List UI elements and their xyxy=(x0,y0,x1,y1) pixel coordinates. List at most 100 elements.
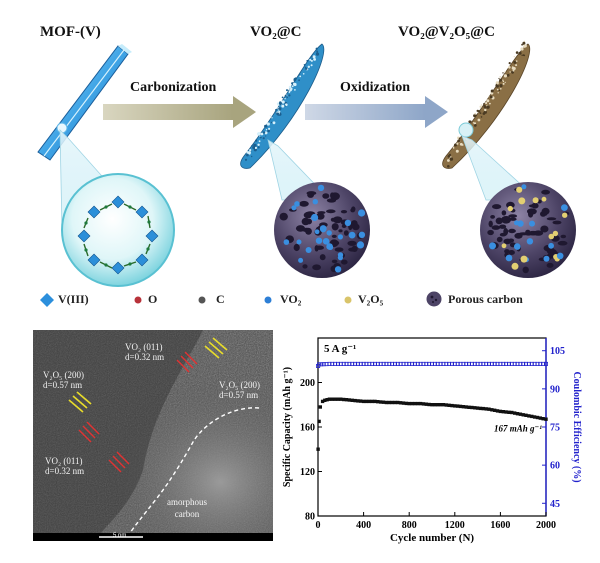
y-right-tick-label: 75 xyxy=(550,423,560,434)
capacity-point xyxy=(320,399,325,404)
capacity-point xyxy=(473,406,477,410)
legend-c: C xyxy=(216,292,225,306)
capacity-point xyxy=(498,409,503,414)
x-tick-label: 1600 xyxy=(490,520,510,531)
capacity-point xyxy=(398,401,403,405)
capacity-point xyxy=(530,414,534,419)
capacity-point xyxy=(470,405,474,410)
amorphous-boundary xyxy=(124,407,260,541)
porous-carbon-sphere-icon xyxy=(426,291,442,307)
capacity-point xyxy=(418,401,423,406)
efficiency-point xyxy=(410,361,415,366)
efficiency-point xyxy=(327,361,332,366)
efficiency-point xyxy=(484,361,489,366)
x-tick-label: 2000 xyxy=(536,520,556,531)
capacity-point xyxy=(367,399,371,404)
capacity-point xyxy=(325,398,329,402)
final-capacity-annotation: 167 mAh g⁻¹ xyxy=(494,423,542,433)
capacity-point xyxy=(373,399,377,404)
efficiency-point xyxy=(543,361,548,366)
capacity-point xyxy=(384,400,389,405)
capacity-point xyxy=(407,401,411,406)
capacity-point xyxy=(538,416,542,420)
efficiency-point xyxy=(317,362,322,367)
efficiency-point xyxy=(449,361,454,366)
capacity-point xyxy=(390,400,394,405)
capacity-point xyxy=(330,397,334,401)
vo2c-porous-sphere xyxy=(274,182,370,278)
capacity-point xyxy=(396,400,400,405)
capacity-point xyxy=(515,412,520,416)
efficiency-point xyxy=(455,361,460,366)
efficiency-point xyxy=(361,361,366,366)
capacity-point xyxy=(316,447,320,451)
capacity-point xyxy=(478,406,483,411)
stage-label-final: VO₂@V₂O₅@C xyxy=(398,24,495,40)
legend: V(III) O C VO₂ V₂O₅ Porous carbon xyxy=(28,290,588,310)
tem-label-3: V₂O₅ (200) d=0.57 nm xyxy=(219,380,261,400)
capacity-point xyxy=(344,398,349,402)
vo2c-spindle xyxy=(240,43,325,169)
efficiency-point xyxy=(347,361,352,366)
y-left-axis-label: Specific Capacity (mAh g⁻¹) xyxy=(282,367,293,487)
stage-label-mof: MOF-(V) xyxy=(40,24,101,40)
x-tick-label: 400 xyxy=(356,520,371,531)
x-tick-label: 1200 xyxy=(445,520,465,531)
capacity-point xyxy=(444,403,448,407)
capacity-point xyxy=(475,406,480,410)
carbonization-arrow xyxy=(103,96,256,128)
oxidization-arrow xyxy=(305,96,448,128)
capacity-point xyxy=(361,399,366,404)
capacity-point xyxy=(438,403,443,407)
efficiency-point xyxy=(393,361,398,366)
capacity-point xyxy=(484,407,488,411)
final-spindle xyxy=(442,40,530,169)
legend-vo2: VO₂ xyxy=(280,292,302,306)
capacity-point xyxy=(370,399,374,404)
capacity-point xyxy=(318,405,322,409)
y-left-tick-label: 200 xyxy=(300,378,315,389)
capacity-point xyxy=(441,403,446,407)
capacity-point xyxy=(401,401,406,405)
capacity-point xyxy=(427,402,431,407)
efficiency-point xyxy=(319,362,324,367)
tem-label-1: VO₂ (011) d=0.32 nm xyxy=(125,342,165,362)
vanadium-diamond-icon xyxy=(40,293,54,307)
y-left-tick-label: 160 xyxy=(300,423,315,434)
capacity-point xyxy=(524,413,528,417)
y-right-tick-label: 60 xyxy=(550,461,560,472)
capacity-point xyxy=(413,401,417,406)
capacity-point xyxy=(387,400,391,405)
efficiency-point xyxy=(492,361,497,366)
cycling-chart: 0 400 800 1200 1600 2000 80 120 160 200 45 60 75 90 10… xyxy=(282,337,582,544)
v2o5-dot-icon xyxy=(344,296,352,304)
capacity-point xyxy=(381,400,386,404)
capacity-point xyxy=(404,401,409,406)
capacity-point xyxy=(339,397,343,401)
legend-v3: V(III) xyxy=(58,292,89,306)
arrow-label-carbonization: Carbonization xyxy=(130,80,217,95)
capacity-point xyxy=(433,403,437,407)
capacity-point xyxy=(421,402,426,406)
vo2-dot-icon xyxy=(264,296,272,304)
efficiency-point xyxy=(381,361,386,366)
capacity-point xyxy=(424,402,428,406)
lattice-marker-vo2-bottom xyxy=(108,451,130,473)
tem-label-2: V₂O₅ (200) d=0.57 nm xyxy=(43,370,85,390)
y-right-axis-label: Coulombic Efficiency (%) xyxy=(571,371,582,482)
capacity-point xyxy=(430,403,434,407)
legend-porous-carbon: Porous carbon xyxy=(448,292,523,306)
y-left-tick-label: 80 xyxy=(305,512,315,523)
capacity-point xyxy=(461,405,466,409)
capacity-point xyxy=(393,400,397,405)
capacity-point xyxy=(495,409,500,413)
carbon-dot-icon xyxy=(198,296,206,304)
capacity-point xyxy=(535,415,540,420)
x-tick-label: 0 xyxy=(316,520,321,531)
mof-framework-sphere xyxy=(61,173,175,287)
capacity-point xyxy=(493,408,497,412)
lattice-marker-vo2-top xyxy=(176,351,198,373)
tem-image: VO₂ (011) d=0.32 nm V₂O₅ (200) d=0.57 nm V… xyxy=(33,330,273,541)
tem-label-4: VO₂ (011) d=0.32 nm xyxy=(45,456,85,476)
efficiency-point xyxy=(375,361,380,366)
